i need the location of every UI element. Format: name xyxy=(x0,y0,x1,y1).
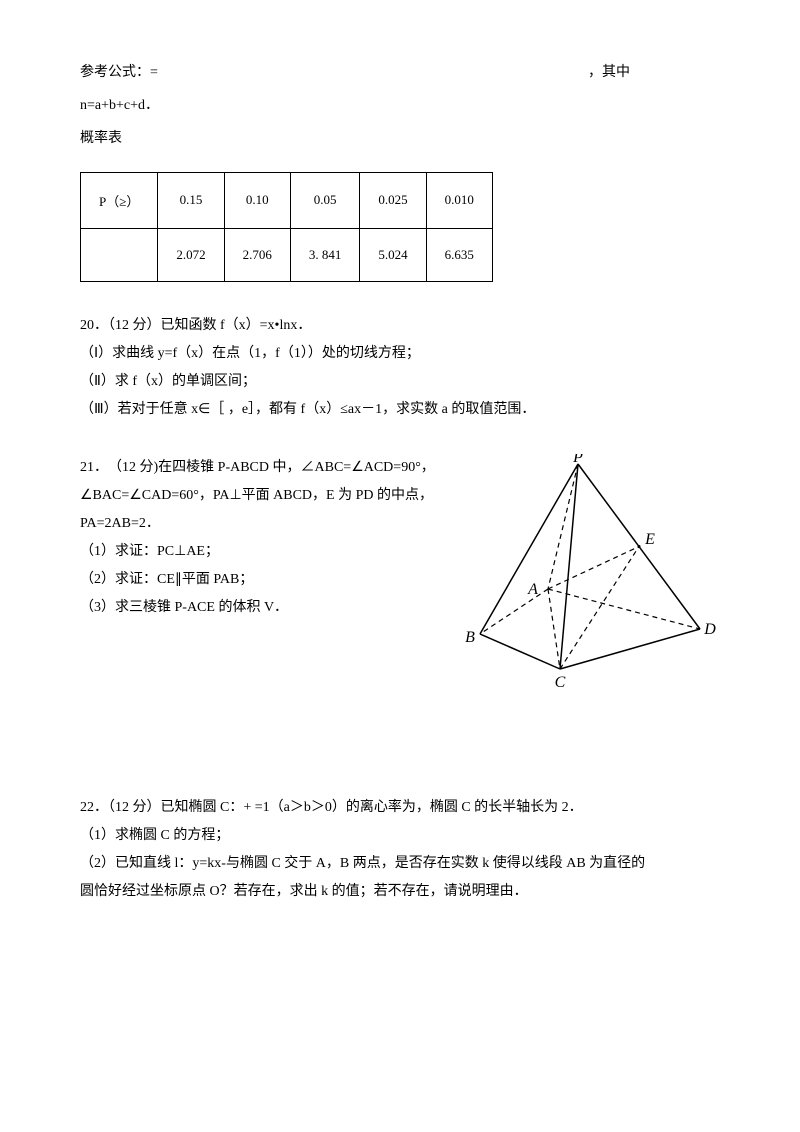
table-cell: 0.010 xyxy=(426,172,492,228)
question-22: 22．（12 分）已知椭圆 C：+ =1（a＞b＞0）的离心率为，椭圆 C 的长… xyxy=(80,794,720,906)
table-cell: 0.025 xyxy=(360,172,426,228)
table-cell: 0.10 xyxy=(224,172,290,228)
edge-pb xyxy=(480,464,578,634)
q22-part3: 圆恰好经过坐标原点 O？若存在，求出 k 的值；若不存在，请说明理由． xyxy=(80,878,720,906)
probability-table: P（≥） 0.15 0.10 0.05 0.025 0.010 2.072 2.… xyxy=(80,172,493,282)
table-cell: 2.072 xyxy=(158,228,224,281)
label-p: P xyxy=(572,454,583,466)
q20-part2: （Ⅱ）求 f（x）的单调区间； xyxy=(80,368,720,396)
formula-prefix: 参考公式：= xyxy=(80,60,158,85)
label-b: B xyxy=(465,629,475,646)
edge-cd xyxy=(560,629,700,669)
label-e: E xyxy=(644,531,655,548)
n-definition: n=a+b+c+d． xyxy=(80,93,720,118)
label-c: C xyxy=(555,674,566,691)
table-cell: 0.15 xyxy=(158,172,224,228)
edge-ad xyxy=(548,589,700,629)
q22-part2: （2）已知直线 l：y=kx-与椭圆 C 交于 A，B 两点，是否存在实数 k … xyxy=(80,850,720,878)
question-21: 21． （12 分)在四棱锥 P-ABCD 中，∠ABC=∠ACD=90°， ∠… xyxy=(80,454,450,622)
formula-suffix: ，其中 xyxy=(588,60,630,85)
q22-title: 22．（12 分）已知椭圆 C：+ =1（a＞b＞0）的离心率为，椭圆 C 的长… xyxy=(80,794,720,822)
table-cell xyxy=(81,228,158,281)
table-cell: 0.05 xyxy=(290,172,360,228)
q22-part1: （1）求椭圆 C 的方程； xyxy=(80,822,720,850)
table-title: 概率表 xyxy=(80,126,720,151)
edge-pa xyxy=(548,464,578,589)
question-20: 20．（12 分）已知函数 f（x）=x•lnx． （Ⅰ）求曲线 y=f（x）在… xyxy=(80,312,720,424)
q21-line2: ∠BAC=∠CAD=60°，PA⊥平面 ABCD，E 为 PD 的中点， xyxy=(80,482,440,510)
q21-title: 21． （12 分)在四棱锥 P-ABCD 中，∠ABC=∠ACD=90°， xyxy=(80,454,440,482)
q20-part1: （Ⅰ）求曲线 y=f（x）在点（1，f（1））处的切线方程； xyxy=(80,340,720,368)
table-header: P（≥） xyxy=(81,172,158,228)
label-d: D xyxy=(703,621,716,638)
q21-part1: （1）求证：PC⊥AE； xyxy=(80,538,440,566)
table-cell: 2.706 xyxy=(224,228,290,281)
edge-pc xyxy=(560,464,578,669)
q20-title: 20．（12 分）已知函数 f（x）=x•lnx． xyxy=(80,312,720,340)
table-cell: 5.024 xyxy=(360,228,426,281)
edge-bc xyxy=(480,634,560,669)
edge-ac xyxy=(548,589,560,669)
q20-part3: （Ⅲ）若对于任意 x∈［ ，e］，都有 f（x）≤ax－1，求实数 a 的取值范… xyxy=(80,396,720,424)
label-a: A xyxy=(527,581,538,598)
q21-part3: （3）求三棱锥 P-ACE 的体积 V． xyxy=(80,594,440,622)
table-cell: 3. 841 xyxy=(290,228,360,281)
pyramid-figure: P A B C D E xyxy=(450,454,720,694)
q21-line3: PA=2AB=2． xyxy=(80,510,440,538)
q21-part2: （2）求证：CE∥平面 PAB； xyxy=(80,566,440,594)
table-cell: 6.635 xyxy=(426,228,492,281)
